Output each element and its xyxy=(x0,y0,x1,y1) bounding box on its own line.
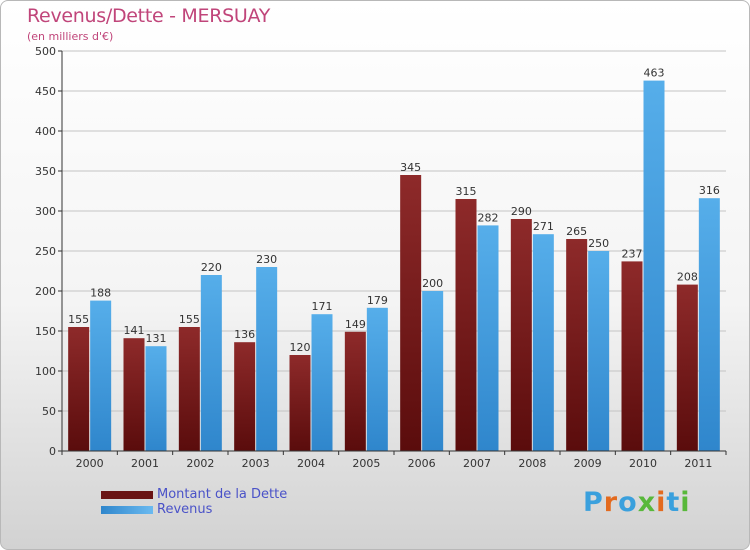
data-label-revenue-2002: 220 xyxy=(201,261,222,274)
x-tick-label: 2011 xyxy=(684,457,712,470)
data-label-revenue-2008: 271 xyxy=(533,220,554,233)
bar-debt-2005 xyxy=(344,331,366,451)
data-label-debt-2011: 208 xyxy=(677,271,698,284)
bar-debt-2000 xyxy=(68,327,90,451)
bar-revenue-2003 xyxy=(256,267,278,451)
data-labels: 1551881411311552201362301201711491793452… xyxy=(68,67,720,354)
x-tick-label: 2005 xyxy=(352,457,380,470)
data-label-revenue-2007: 282 xyxy=(478,211,499,224)
y-tick-label: 500 xyxy=(35,45,56,58)
legend-swatch-debt xyxy=(101,491,153,499)
data-label-debt-2010: 237 xyxy=(622,247,643,260)
data-label-revenue-2004: 171 xyxy=(312,300,333,313)
data-label-debt-2001: 141 xyxy=(124,324,145,337)
y-tick-label: 250 xyxy=(35,245,56,258)
bar-debt-2001 xyxy=(123,338,145,451)
data-label-debt-2008: 290 xyxy=(511,205,532,218)
bar-debt-2008 xyxy=(510,219,532,451)
bar-debt-2011 xyxy=(676,284,698,451)
x-tick-label: 2007 xyxy=(463,457,491,470)
y-tick-label: 100 xyxy=(35,365,56,378)
logo-letter: P xyxy=(583,487,604,518)
bar-debt-2006 xyxy=(400,175,422,451)
logo-letter: r xyxy=(603,487,619,518)
y-tick-label: 150 xyxy=(35,325,56,338)
y-tick-label: 350 xyxy=(35,165,56,178)
bar-revenue-2001 xyxy=(145,346,167,451)
data-label-revenue-2009: 250 xyxy=(588,237,609,250)
bar-revenue-2007 xyxy=(477,225,499,451)
data-label-debt-2006: 345 xyxy=(400,161,421,174)
proxiti-logo: Proxiti xyxy=(583,487,691,518)
y-tick-label: 450 xyxy=(35,85,56,98)
x-tick-label: 2010 xyxy=(629,457,657,470)
data-label-revenue-2011: 316 xyxy=(699,184,720,197)
data-label-revenue-2006: 200 xyxy=(422,277,443,290)
x-tick-label: 2009 xyxy=(574,457,602,470)
bar-debt-2010 xyxy=(621,261,643,451)
x-tick-label: 2006 xyxy=(408,457,436,470)
x-tick-label: 2002 xyxy=(186,457,214,470)
bar-revenue-2002 xyxy=(200,275,222,451)
bar-revenue-2005 xyxy=(366,307,388,451)
logo-letter: i xyxy=(656,487,667,518)
bar-debt-2003 xyxy=(234,342,256,451)
data-label-debt-2003: 136 xyxy=(234,328,255,341)
data-label-debt-2009: 265 xyxy=(566,225,587,238)
logo-letter: t xyxy=(666,487,681,518)
bars xyxy=(68,80,720,451)
data-label-debt-2000: 155 xyxy=(68,313,89,326)
data-label-debt-2007: 315 xyxy=(456,185,477,198)
bar-debt-2002 xyxy=(178,327,200,451)
y-tick-label: 300 xyxy=(35,205,56,218)
x-tick-label: 2008 xyxy=(518,457,546,470)
x-tick-label: 2003 xyxy=(242,457,270,470)
data-label-debt-2002: 155 xyxy=(179,313,200,326)
chart-title: Revenus/Dette - MERSUAY xyxy=(27,5,270,27)
bar-revenue-2010 xyxy=(643,80,665,451)
x-tick-label: 2004 xyxy=(297,457,325,470)
logo-letter: i xyxy=(680,487,691,518)
gridlines xyxy=(62,50,726,412)
legend-label-debt: Montant de la Dette xyxy=(157,487,288,502)
x-tick-label: 2000 xyxy=(76,457,104,470)
bar-revenue-2011 xyxy=(698,198,720,451)
y-tick-label: 200 xyxy=(35,285,56,298)
bar-debt-2004 xyxy=(289,355,311,451)
x-tick-label: 2001 xyxy=(131,457,159,470)
legend-swatch-revenue xyxy=(101,506,153,514)
logo-letter: o xyxy=(618,487,638,518)
data-label-debt-2005: 149 xyxy=(345,318,366,331)
data-label-revenue-2000: 188 xyxy=(90,287,111,300)
bar-revenue-2006 xyxy=(422,291,444,451)
logo-letter: x xyxy=(637,487,657,518)
bar-revenue-2008 xyxy=(532,234,554,451)
y-tick-label: 0 xyxy=(49,445,56,458)
bar-revenue-2000 xyxy=(90,300,112,451)
data-label-debt-2004: 120 xyxy=(290,341,311,354)
data-label-revenue-2010: 463 xyxy=(644,67,665,80)
data-label-revenue-2005: 179 xyxy=(367,294,388,307)
bar-debt-2007 xyxy=(455,199,477,451)
bar-revenue-2009 xyxy=(588,251,610,451)
chart-subtitle: (en milliers d'€) xyxy=(27,30,114,43)
legend-label-revenue: Revenus xyxy=(157,502,213,517)
bar-debt-2009 xyxy=(566,239,588,451)
data-label-revenue-2003: 230 xyxy=(256,253,277,266)
y-tick-label: 50 xyxy=(42,405,56,418)
data-label-revenue-2001: 131 xyxy=(146,332,167,345)
y-tick-label: 400 xyxy=(35,125,56,138)
bar-revenue-2004 xyxy=(311,314,333,451)
